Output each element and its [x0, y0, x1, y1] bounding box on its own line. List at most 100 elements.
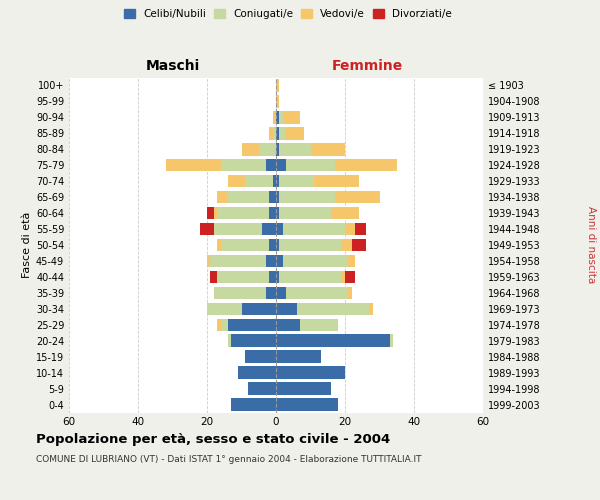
Bar — [280, 239, 341, 251]
Bar — [228, 191, 269, 203]
Bar — [231, 334, 276, 347]
Bar — [262, 223, 276, 235]
Bar — [266, 286, 276, 299]
Bar — [276, 334, 390, 347]
Bar — [269, 270, 276, 283]
Bar — [266, 254, 276, 267]
Bar — [217, 318, 221, 331]
Bar — [286, 286, 349, 299]
Bar — [345, 270, 355, 283]
Bar — [207, 302, 241, 315]
Bar — [345, 223, 355, 235]
Bar — [280, 175, 314, 188]
Bar — [276, 239, 280, 251]
Bar — [280, 143, 311, 156]
Bar — [166, 159, 221, 172]
Bar — [276, 80, 280, 92]
Text: Femmine: Femmine — [331, 58, 403, 72]
Bar — [269, 191, 276, 203]
Bar — [311, 143, 345, 156]
Bar — [217, 191, 228, 203]
Bar — [214, 223, 262, 235]
Bar — [335, 191, 380, 203]
Bar — [272, 111, 276, 124]
Bar — [341, 270, 345, 283]
Bar — [217, 239, 221, 251]
Bar — [276, 175, 280, 188]
Bar — [276, 318, 300, 331]
Bar — [349, 254, 355, 267]
Bar — [352, 239, 366, 251]
Bar — [276, 127, 280, 140]
Y-axis label: Fasce di età: Fasce di età — [22, 212, 32, 278]
Bar — [228, 175, 245, 188]
Bar — [248, 382, 276, 395]
Bar — [231, 398, 276, 410]
Bar — [228, 334, 231, 347]
Bar — [211, 270, 217, 283]
Bar — [207, 254, 211, 267]
Bar — [217, 207, 269, 220]
Bar — [276, 111, 280, 124]
Bar — [286, 159, 335, 172]
Bar — [276, 398, 338, 410]
Bar — [217, 270, 269, 283]
Bar — [200, 223, 214, 235]
Bar — [296, 302, 369, 315]
Bar — [276, 95, 280, 108]
Bar — [269, 207, 276, 220]
Bar — [269, 127, 272, 140]
Bar — [280, 270, 341, 283]
Bar — [269, 239, 276, 251]
Bar — [390, 334, 394, 347]
Bar — [335, 159, 397, 172]
Text: COMUNE DI LUBRIANO (VT) - Dati ISTAT 1° gennaio 2004 - Elaborazione TUTTITALIA.I: COMUNE DI LUBRIANO (VT) - Dati ISTAT 1° … — [36, 455, 421, 464]
Bar — [276, 254, 283, 267]
Bar — [214, 286, 266, 299]
Bar — [283, 111, 300, 124]
Bar — [283, 223, 345, 235]
Bar — [276, 286, 286, 299]
Bar — [241, 302, 276, 315]
Bar — [207, 207, 214, 220]
Bar — [221, 159, 266, 172]
Bar — [355, 223, 366, 235]
Bar — [272, 127, 276, 140]
Bar — [280, 191, 335, 203]
Bar — [314, 175, 359, 188]
Bar — [331, 207, 359, 220]
Bar — [214, 207, 217, 220]
Bar — [276, 159, 286, 172]
Bar — [280, 207, 331, 220]
Bar — [211, 254, 266, 267]
Bar — [276, 350, 321, 363]
Bar — [241, 143, 259, 156]
Bar — [349, 286, 352, 299]
Bar — [283, 254, 349, 267]
Bar — [272, 175, 276, 188]
Bar — [341, 239, 352, 251]
Bar — [276, 302, 296, 315]
Bar — [266, 159, 276, 172]
Bar — [228, 318, 276, 331]
Bar — [276, 191, 280, 203]
Bar — [286, 127, 304, 140]
Bar — [300, 318, 338, 331]
Bar — [245, 350, 276, 363]
Bar — [245, 175, 272, 188]
Text: Popolazione per età, sesso e stato civile - 2004: Popolazione per età, sesso e stato civil… — [36, 432, 390, 446]
Bar — [259, 143, 276, 156]
Bar — [238, 366, 276, 379]
Bar — [221, 239, 269, 251]
Text: Maschi: Maschi — [145, 58, 200, 72]
Bar — [276, 382, 331, 395]
Bar — [276, 366, 345, 379]
Bar — [280, 111, 283, 124]
Bar — [280, 127, 286, 140]
Text: Anni di nascita: Anni di nascita — [586, 206, 596, 284]
Bar — [276, 270, 280, 283]
Bar — [221, 318, 228, 331]
Bar — [276, 143, 280, 156]
Bar — [276, 223, 283, 235]
Legend: Celibi/Nubili, Coniugati/e, Vedovi/e, Divorziati/e: Celibi/Nubili, Coniugati/e, Vedovi/e, Di… — [120, 5, 456, 24]
